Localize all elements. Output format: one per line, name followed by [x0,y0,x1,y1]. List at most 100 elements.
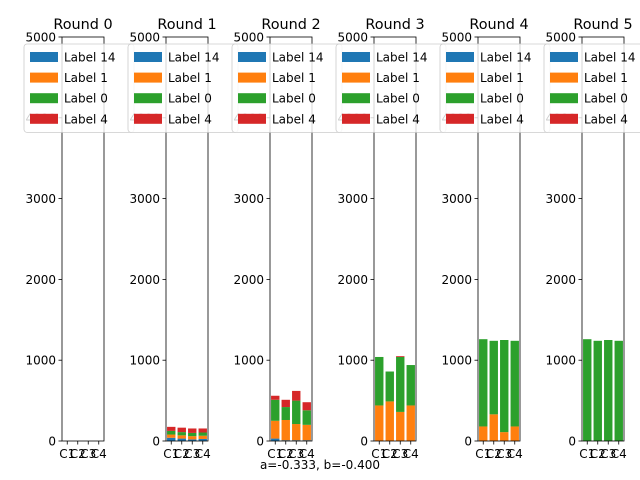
bar-segment [167,437,176,441]
legend-swatch [30,113,58,124]
x-tick-label: C3 [184,447,200,461]
legend-label: Label 14 [168,51,219,65]
subplot-title: Round 1 [157,17,216,33]
legend-label: Label 14 [64,51,115,65]
bar-segment [406,365,415,406]
y-tick-label: 0 [360,435,368,449]
legend-label: Label 1 [64,71,108,85]
bar-segment [177,435,186,439]
y-tick-label: 0 [568,435,576,449]
y-tick-label: 5000 [545,31,576,45]
x-tick-label: C1 [267,447,283,461]
x-tick-label: C1 [59,447,75,461]
y-tick-label: 5000 [25,31,56,45]
x-tick-label: C3 [288,447,304,461]
y-tick-label: 1000 [233,354,264,368]
y-tick-label: 3000 [441,192,472,206]
bar-segment [167,430,176,435]
bar-segment [385,401,394,441]
bar-segment [292,424,301,441]
legend: Label 14 Label 1 Label 0 Label 4 [335,43,447,133]
axes-frame [581,36,625,442]
bar-segment [302,402,311,411]
legend-swatch [30,52,58,62]
legend-label: Label 4 [168,112,212,126]
legend-swatch [30,72,58,83]
bar-segment [292,440,301,441]
y-tick-label: 1000 [337,354,368,368]
legend-label: Label 0 [64,92,108,106]
legend-label: Label 1 [584,71,628,85]
panels: 010002000300040005000C1C2C3C4Round 0Labe… [23,17,640,461]
y-tick-label: 3000 [233,192,264,206]
x-tick-label: C2 [278,447,294,461]
legend: Label 14 Label 1 Label 0 Label 4 [543,43,640,133]
subplot-title: Round 2 [261,17,320,33]
x-tick-label: C4 [195,447,211,461]
x-tick-label: C2 [70,447,86,461]
bar-segment [188,439,197,441]
bar-segment [281,440,290,441]
x-tick-label: C3 [496,447,512,461]
bar-segment [188,432,197,437]
x-tick-label: C2 [382,447,398,461]
legend-label: Label 0 [480,92,524,106]
bar-segment [188,436,197,440]
axes-frame [477,36,521,442]
x-tick-label: C4 [403,447,419,461]
bar-segment [198,438,207,441]
y-tick-label: 2000 [25,273,56,287]
legend-swatch [134,93,162,104]
y-tick-label: 3000 [129,192,160,206]
bar-segment [375,405,384,441]
figure-caption: a=-0.333, b=-0.400 [260,458,380,472]
y-tick-label: 3000 [337,192,368,206]
bar-segment [500,340,509,433]
legend-label: Label 14 [272,51,323,65]
bar-segment [593,340,602,441]
x-tick-label: C1 [579,447,595,461]
y-tick-label: 2000 [129,273,160,287]
x-tick-label: C4 [91,447,107,461]
legend-swatch [30,93,58,104]
bar-segment [302,440,311,441]
legend-label: Label 1 [480,71,524,85]
subplot-3: 010002000300040005000C1C2C3C4Round 3Labe… [335,17,447,461]
legend-label: Label 0 [376,92,420,106]
bar-segment [271,399,280,421]
y-tick-label: 5000 [337,31,368,45]
y-tick-label: 5000 [233,31,264,45]
legend-swatch [342,113,370,124]
y-tick-label: 2000 [441,273,472,287]
y-tick-label: 1000 [545,354,576,368]
bar-segment [167,426,176,431]
legend-label: Label 4 [584,112,628,126]
y-tick-label: 2000 [545,273,576,287]
x-tick-label: C1 [475,447,491,461]
bar-segment [406,405,415,441]
x-tick-label: C4 [611,447,627,461]
bar-segment [188,428,197,433]
bar-segment [177,438,186,441]
x-tick-label: C4 [507,447,523,461]
x-tick-label: C3 [392,447,408,461]
subplot-title: Round 4 [469,17,528,33]
x-tick-label: C2 [590,447,606,461]
subplot-title: Round 3 [365,17,424,33]
bar-segment [510,340,519,427]
legend-swatch [550,93,578,104]
legend-swatch [342,52,370,62]
legend-label: Label 4 [376,112,420,126]
bar-segment [271,395,280,400]
legend-frame [543,43,640,133]
y-tick-label: 3000 [545,192,576,206]
bar-segment [302,410,311,425]
legend: Label 14 Label 1 Label 0 Label 4 [23,43,135,133]
bar-segment [385,371,394,402]
legend-label: Label 4 [272,112,316,126]
legend-label: Label 0 [272,92,316,106]
legend-swatch [342,72,370,83]
bar-segment [375,356,384,406]
bar-segment [489,340,498,415]
axes-frame [269,36,313,442]
